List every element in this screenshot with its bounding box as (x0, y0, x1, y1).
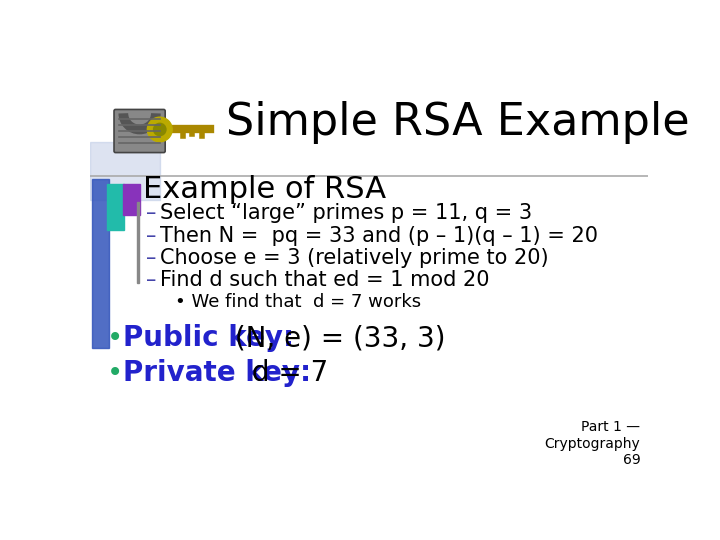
Text: •: • (107, 324, 123, 352)
Text: –: – (145, 248, 156, 268)
Text: (N, e) = (33, 3): (N, e) = (33, 3) (225, 324, 445, 352)
Bar (122, 184, 140, 215)
Circle shape (153, 123, 166, 136)
Bar (107, 184, 124, 231)
FancyBboxPatch shape (114, 110, 165, 153)
Text: Then N =  pq = 33 and (p – 1)(q – 1) = 20: Then N = pq = 33 and (p – 1)(q – 1) = 20 (160, 226, 598, 246)
Text: •: • (107, 359, 123, 387)
Text: Part 1 —
Cryptography
69: Part 1 — Cryptography 69 (544, 420, 640, 467)
Bar (90, 142, 160, 200)
Text: Public key:: Public key: (122, 324, 294, 352)
Text: Select “large” primes p = 11, q = 3: Select “large” primes p = 11, q = 3 (160, 204, 532, 224)
Text: Private key:: Private key: (122, 359, 310, 387)
Text: Simple RSA Example: Simple RSA Example (225, 101, 689, 144)
Text: Choose e = 3 (relatively prime to 20): Choose e = 3 (relatively prime to 20) (160, 248, 549, 268)
Text: –: – (145, 204, 156, 224)
Bar (137, 202, 139, 283)
Circle shape (148, 117, 172, 142)
Text: Find d such that ed = 1 mod 20: Find d such that ed = 1 mod 20 (160, 271, 490, 291)
Text: Example of RSA: Example of RSA (143, 175, 386, 204)
Bar (91, 179, 109, 348)
Text: • We find that  d = 7 works: • We find that d = 7 works (175, 293, 421, 311)
Text: d = 7: d = 7 (243, 359, 329, 387)
Text: –: – (145, 271, 156, 291)
Text: –: – (145, 226, 156, 246)
